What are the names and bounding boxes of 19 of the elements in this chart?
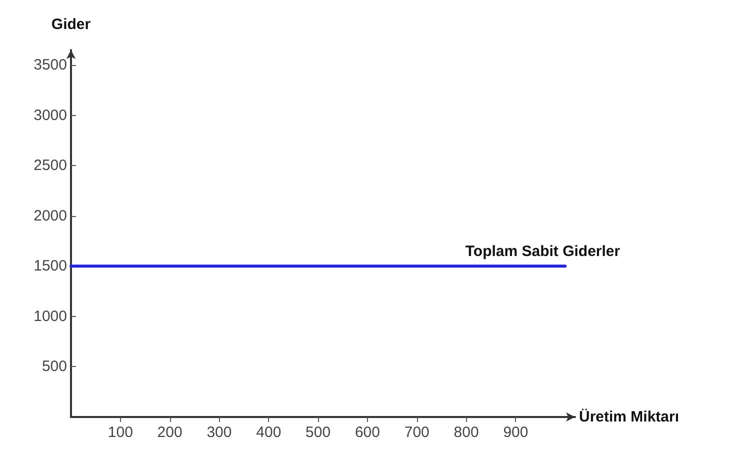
y-tick-label: 3500 — [34, 56, 67, 74]
y-axis-title: Gider — [51, 16, 91, 33]
y-tick-label: 500 — [42, 358, 67, 376]
y-tick-label: 2000 — [34, 207, 67, 224]
x-tick-label: 200 — [157, 424, 182, 441]
x-tick-label: 300 — [206, 424, 232, 441]
x-tick-label: 700 — [404, 424, 430, 441]
x-tick-label: 900 — [503, 424, 528, 441]
x-tick-label: 500 — [306, 424, 331, 441]
y-tick-label: 1500 — [34, 258, 67, 275]
y-tick-label: 3000 — [34, 106, 67, 124]
series-label: Toplam Sabit Giderler — [465, 243, 620, 260]
x-axis-title: Üretim Miktarı — [579, 408, 680, 426]
y-tick-label: 2500 — [34, 157, 67, 174]
y-tick-label: 1000 — [34, 308, 67, 325]
x-tick-label: 100 — [108, 424, 133, 441]
x-tick-label: 800 — [454, 424, 479, 441]
x-tick-label: 600 — [354, 424, 380, 441]
x-tick-label: 400 — [256, 424, 282, 441]
